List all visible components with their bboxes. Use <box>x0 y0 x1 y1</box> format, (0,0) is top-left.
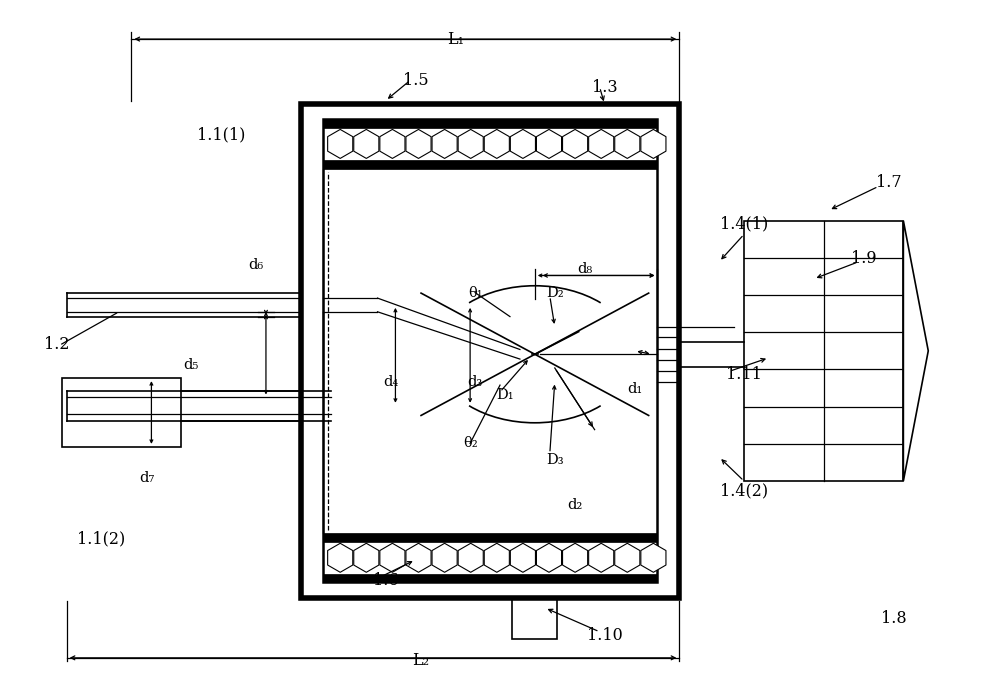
Text: L₁: L₁ <box>447 30 464 47</box>
Bar <box>323 574 657 583</box>
Text: 1.2: 1.2 <box>44 336 70 352</box>
Bar <box>323 160 657 169</box>
Text: d₆: d₆ <box>248 258 264 272</box>
Text: 1.1(1): 1.1(1) <box>197 127 245 144</box>
Bar <box>301 104 679 598</box>
Text: d₂: d₂ <box>567 498 582 512</box>
Bar <box>323 119 657 583</box>
Text: 1.3: 1.3 <box>592 78 617 96</box>
Text: D₃: D₃ <box>546 453 564 467</box>
Text: 1.4(1): 1.4(1) <box>720 215 768 233</box>
Text: d₅: d₅ <box>184 358 199 372</box>
Bar <box>323 533 657 542</box>
Text: d₇: d₇ <box>139 471 154 484</box>
Text: 1.9: 1.9 <box>851 250 876 267</box>
Text: L₂: L₂ <box>412 652 429 669</box>
Text: 1.5: 1.5 <box>403 72 428 89</box>
Text: θ₂: θ₂ <box>463 436 477 451</box>
Text: 1.4(2): 1.4(2) <box>720 483 768 499</box>
Text: θ₁: θ₁ <box>468 286 482 299</box>
Bar <box>62 378 181 447</box>
Polygon shape <box>903 221 928 481</box>
Text: 1.8: 1.8 <box>881 610 906 627</box>
Text: d₁: d₁ <box>627 382 642 396</box>
Bar <box>512 598 557 638</box>
Text: 1.1(2): 1.1(2) <box>77 530 126 548</box>
Text: d₃: d₃ <box>467 375 483 389</box>
Bar <box>323 119 657 128</box>
Text: 1.11: 1.11 <box>726 366 762 383</box>
Bar <box>744 221 903 481</box>
Text: D₁: D₁ <box>496 389 514 402</box>
Text: 1.10: 1.10 <box>587 627 622 644</box>
Text: d₈: d₈ <box>577 261 592 276</box>
Text: D₂: D₂ <box>546 286 564 299</box>
Text: 1.7: 1.7 <box>876 175 901 191</box>
Text: d₄: d₄ <box>383 375 398 389</box>
Text: 1.6: 1.6 <box>373 572 398 589</box>
